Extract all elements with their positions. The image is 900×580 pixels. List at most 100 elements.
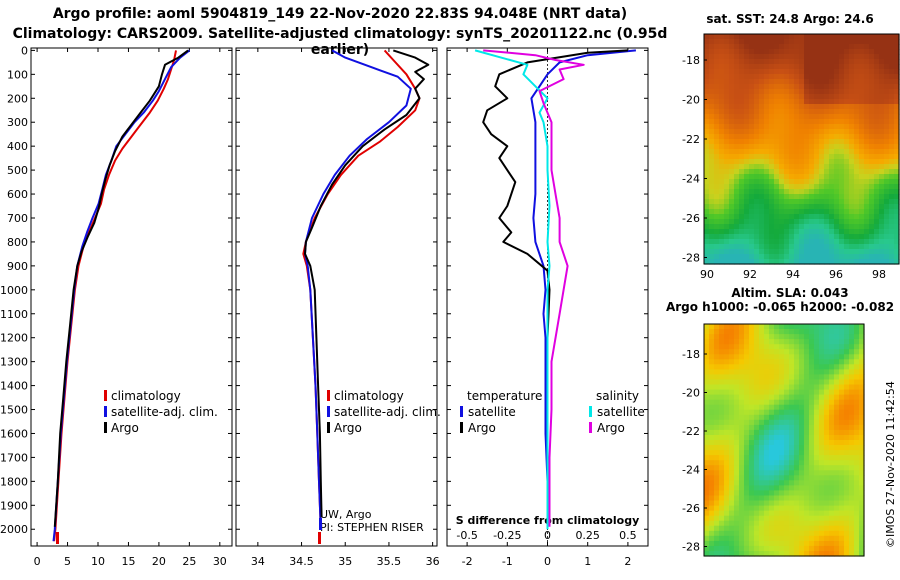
map-cell	[854, 119, 860, 125]
map-cell	[749, 374, 755, 380]
map-cell	[879, 104, 885, 110]
map-cell	[779, 545, 785, 552]
map-cell	[839, 159, 845, 165]
map-cell	[769, 480, 775, 486]
map-cell	[729, 134, 735, 140]
map-cell	[854, 551, 860, 557]
map-cell	[719, 249, 725, 255]
map-cell	[829, 189, 835, 195]
map-cell	[784, 530, 790, 537]
map-cell	[804, 545, 810, 552]
map-cell	[864, 69, 870, 75]
map-cell	[759, 164, 765, 170]
map-cell	[764, 49, 770, 55]
map-cell	[739, 189, 745, 195]
map-cell	[804, 169, 810, 175]
map-cell	[824, 219, 830, 225]
map-cell	[849, 229, 855, 235]
map-cell	[764, 94, 770, 100]
map-cell	[824, 129, 830, 135]
map-cell	[774, 505, 780, 512]
map-cell	[834, 419, 840, 426]
map-cell	[889, 39, 895, 45]
map-cell	[789, 79, 795, 85]
map-cell	[784, 234, 790, 240]
map-cell	[869, 129, 875, 135]
map-cell	[784, 394, 790, 401]
map-cell	[734, 535, 740, 542]
map-cell	[714, 209, 720, 215]
map-cell	[844, 334, 850, 340]
map-cell	[869, 174, 875, 180]
map-cell	[764, 404, 770, 411]
map-cell	[719, 424, 725, 431]
map-cell	[839, 169, 845, 175]
map-cell	[869, 169, 875, 175]
map-cell	[804, 525, 810, 532]
map-cell	[869, 229, 875, 235]
map-cell	[854, 495, 860, 502]
map-cell	[734, 374, 740, 380]
map-cell	[704, 209, 710, 215]
map-cell	[894, 129, 900, 135]
map-cell	[829, 429, 835, 436]
map-cell	[719, 34, 725, 40]
map-cell	[804, 460, 810, 466]
map-cell	[719, 84, 725, 90]
map-cell	[704, 334, 710, 340]
map-cell	[844, 465, 850, 471]
map-cell	[804, 239, 810, 245]
map-cell	[834, 500, 840, 507]
map-cell	[719, 204, 725, 210]
map-cell	[819, 34, 825, 40]
map-cell	[744, 475, 750, 481]
map-cell	[894, 194, 900, 200]
map-cell	[869, 214, 875, 220]
map-cell	[814, 254, 820, 260]
map-cell	[889, 99, 895, 105]
map-cell	[834, 129, 840, 135]
map-cell	[779, 69, 785, 75]
map-cell	[759, 424, 765, 431]
map-cell	[794, 254, 800, 260]
map-cell	[749, 109, 755, 115]
map-cell	[739, 369, 745, 375]
map-cell	[779, 194, 785, 200]
map-cell	[829, 424, 835, 431]
map-cell	[724, 394, 730, 401]
map-cell	[859, 440, 865, 446]
map-cell	[844, 139, 850, 145]
map-cell	[804, 194, 810, 200]
map-cell	[714, 179, 720, 185]
map-cell	[789, 254, 795, 260]
map-cell	[764, 219, 770, 225]
map-cell	[804, 174, 810, 180]
map-cell	[709, 34, 715, 40]
map-cell	[759, 520, 765, 527]
map-cell	[749, 349, 755, 355]
x-tick-label: 15	[121, 555, 135, 568]
map-cell	[824, 74, 830, 80]
map-cell	[819, 129, 825, 135]
map-cell	[779, 485, 785, 491]
map-cell	[849, 344, 855, 350]
map-cell	[804, 384, 810, 391]
map-cell	[769, 364, 775, 370]
map-cell	[814, 179, 820, 185]
map-cell	[879, 129, 885, 135]
map-cell	[874, 209, 880, 215]
map-cell	[839, 149, 845, 155]
map-cell	[759, 480, 765, 486]
map-cell	[824, 59, 830, 65]
map-cell	[729, 139, 735, 145]
map-cell	[789, 324, 795, 330]
map-cell	[894, 239, 900, 245]
map-cell	[829, 495, 835, 502]
map-cell	[894, 109, 900, 115]
map-cell	[719, 144, 725, 150]
map-cell	[889, 44, 895, 50]
map-cell	[809, 179, 815, 185]
map-cell	[874, 109, 880, 115]
map-cell	[784, 99, 790, 105]
map-cell	[809, 89, 815, 95]
